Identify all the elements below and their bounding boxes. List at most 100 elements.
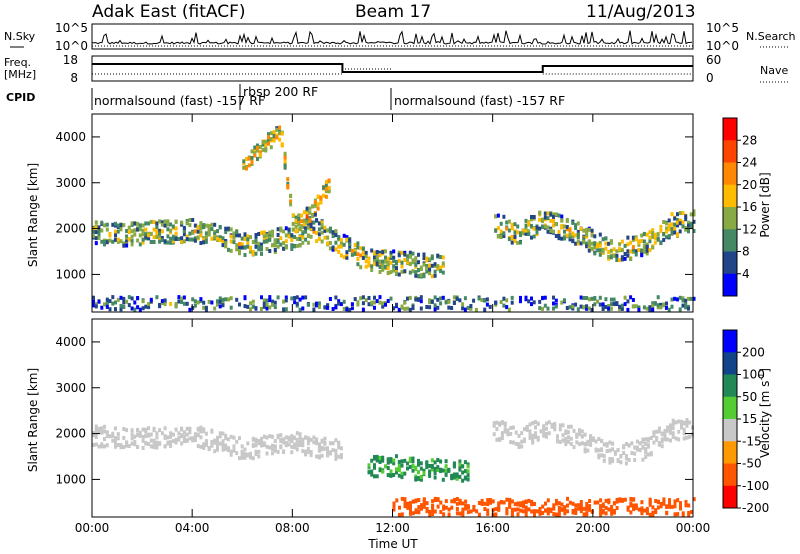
power-cell [587, 240, 591, 244]
power-cell [519, 295, 522, 300]
power-cell [587, 243, 591, 248]
velocity-cell [669, 426, 672, 431]
velocity-cell [378, 456, 382, 460]
power-cell [282, 307, 286, 312]
velocity-cell [257, 439, 261, 443]
power-cell [353, 297, 357, 302]
velocity-cell [411, 468, 415, 473]
power-cell [114, 233, 117, 238]
power-cell [235, 297, 239, 302]
power-cell [538, 211, 542, 216]
velocity-cell [166, 441, 170, 446]
power-cell [692, 229, 696, 233]
velocity-cell [466, 462, 470, 467]
power-cell [174, 237, 178, 241]
velocity-cell [588, 499, 592, 503]
velocity-cell [458, 474, 462, 479]
power-cell [149, 240, 153, 244]
power-cell [637, 305, 641, 310]
power-cell [386, 266, 390, 271]
power-cell [180, 236, 184, 241]
velocity-cell [224, 433, 228, 438]
velocity-cell [641, 437, 645, 442]
power-cell [414, 273, 418, 278]
power-cell [634, 304, 638, 309]
date-title: 11/Aug/2013 [586, 2, 696, 22]
power-cell [284, 298, 288, 303]
power-cell [386, 256, 390, 261]
velocity-cell [400, 512, 404, 517]
power-cell [268, 230, 272, 235]
power-cell [507, 307, 511, 312]
velocity-cell [431, 503, 435, 508]
velocity-cell [127, 444, 131, 449]
power-cell [342, 233, 346, 238]
power-cell [304, 229, 308, 234]
velocity-cell [657, 429, 661, 434]
power-cell [678, 295, 682, 300]
power-cell [311, 212, 315, 217]
power-cell [516, 230, 520, 235]
velocity-cell [216, 439, 219, 443]
velocity-cell [306, 441, 310, 446]
power-cell [119, 307, 123, 312]
power-cell [651, 303, 655, 308]
power-cell [642, 239, 646, 244]
velocity-cell [430, 467, 434, 472]
velocity-cell [577, 506, 581, 511]
power-cell [94, 225, 98, 230]
nave-label: Nave [760, 64, 788, 77]
velocity-cell [392, 507, 396, 512]
power-cell [251, 251, 255, 256]
power-cell [386, 259, 390, 264]
power-cell [138, 233, 142, 238]
velocity-cell [660, 437, 664, 442]
velocity-cell [458, 459, 462, 464]
power-cbar-tick-label: 4 [742, 267, 750, 281]
power-cell [323, 225, 327, 230]
power-cell [331, 234, 335, 238]
velocity-cell [381, 455, 385, 460]
velocity-cell [249, 451, 252, 456]
power-cell [406, 254, 409, 259]
power-cell [378, 300, 382, 305]
velocity-cell [463, 469, 467, 474]
power-cell [618, 304, 622, 309]
power-cell [144, 234, 148, 239]
power-cell [276, 233, 280, 237]
nsearch-tick-bottom: 10^0 [706, 39, 739, 53]
velocity-cell [420, 506, 423, 511]
power-cell [253, 153, 257, 158]
power-cell [103, 223, 106, 228]
velocity-cell [466, 510, 470, 515]
power-cell [97, 235, 101, 240]
velocity-cell [582, 512, 586, 517]
velocity-cell [670, 504, 674, 509]
power-cell [324, 179, 328, 184]
power-cell [406, 296, 409, 301]
power-cell [114, 300, 117, 305]
power-cell [392, 306, 396, 311]
power-cell [218, 235, 222, 240]
velocity-cell [680, 423, 683, 427]
velocity-cell [100, 444, 104, 449]
velocity-cell [629, 501, 633, 506]
velocity-cell [663, 429, 667, 433]
power-cell [436, 253, 440, 258]
power-cell [122, 300, 126, 305]
power-cell [294, 215, 298, 220]
power-cbar-swatch [723, 273, 737, 297]
velocity-cell [105, 434, 109, 439]
power-cell [169, 240, 173, 245]
power-cell [315, 218, 319, 223]
power-cell [373, 295, 376, 300]
power-cell [193, 223, 197, 228]
x-tick-label: 12:00 [375, 521, 410, 535]
velocity-cell [638, 448, 642, 453]
velocity-cell [384, 464, 387, 469]
power-cell [224, 226, 228, 231]
power-cell [261, 147, 265, 152]
velocity-cell [608, 448, 612, 453]
power-cell [155, 221, 159, 226]
power-cell [568, 237, 572, 242]
